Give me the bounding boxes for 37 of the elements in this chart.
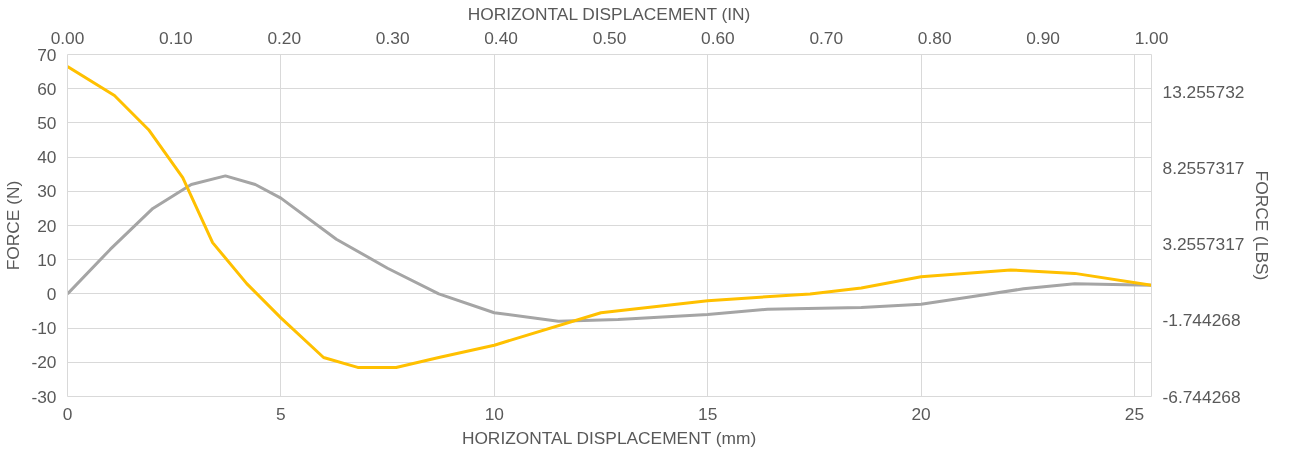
y-tick-label: 10 [37, 249, 57, 270]
x-tick-label: 15 [698, 403, 718, 424]
y-axis-title: FORCE (N) [3, 180, 24, 271]
x2-tick-label: 0.10 [159, 27, 193, 48]
x2-tick-label: 0.20 [267, 27, 302, 48]
x2-tick-label: 1.00 [1134, 27, 1169, 48]
x-tick-label: 25 [1124, 403, 1145, 424]
x2-tick-label: 0.80 [917, 27, 952, 48]
y-tick-label: 30 [37, 181, 57, 202]
y2-tick-label: 3.2557317 [1162, 234, 1245, 255]
y-tick-label: 20 [37, 215, 57, 236]
y-tick-label: -30 [31, 386, 57, 407]
x-tick-label: 0 [62, 403, 73, 424]
x2-tick-label: 0.30 [375, 27, 410, 48]
y2-tick-label: 13.255732 [1162, 82, 1245, 103]
y-tick-label: -10 [31, 318, 57, 339]
y2-tick-label: 8.2557317 [1162, 158, 1245, 179]
line-series [67, 64, 1152, 369]
y2-tick-label: -1.744268 [1162, 310, 1241, 331]
x-tick-label: 20 [911, 403, 931, 424]
y2-tick-label: -6.744268 [1162, 386, 1241, 407]
x2-tick-label: 0.90 [1026, 27, 1060, 48]
x2-tick-label: 0.50 [592, 27, 627, 48]
x2-tick-label: 0.60 [701, 27, 735, 48]
line-series [67, 174, 1152, 323]
x-axis-title: HORIZONTAL DISPLACEMENT (mm) [461, 427, 757, 448]
x2-axis-title: HORIZONTAL DISPLACEMENT (IN) [467, 3, 751, 24]
x-tick-label: 10 [484, 403, 504, 424]
x2-tick-label: 0.70 [809, 27, 844, 48]
y-tick-label: 0 [46, 283, 57, 304]
y-tick-label: 50 [37, 112, 57, 133]
y-tick-label: 60 [37, 78, 57, 99]
y-tick-label: 40 [37, 147, 57, 168]
x-tick-label: 5 [276, 403, 286, 424]
y2-axis-title: FORCE (LBS) [1252, 170, 1273, 281]
y-tick-label: -20 [31, 352, 57, 373]
x2-tick-label: 0.40 [484, 27, 518, 48]
